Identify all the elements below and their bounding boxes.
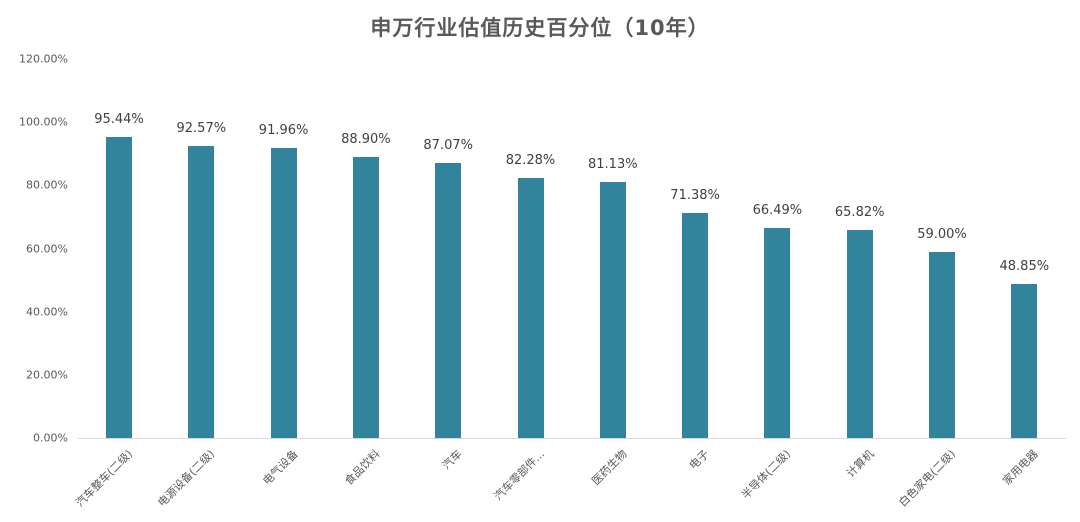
data-label: 88.90% (341, 132, 391, 148)
x-axis-line (78, 438, 1066, 439)
bar (764, 228, 791, 438)
x-tick-label: 电子 (686, 447, 712, 473)
data-label: 66.49% (752, 203, 803, 218)
x-tick-label: 医药生物 (589, 447, 630, 488)
x-tick-label: 计算机 (843, 447, 877, 480)
data-label: 87.07% (423, 138, 473, 153)
x-tick-label: 食品饮料 (342, 447, 383, 488)
bar (517, 178, 544, 438)
x-tick-label: 汽车 (440, 447, 465, 473)
bar (846, 230, 873, 438)
x-tick-label: 家用电器 (1000, 447, 1041, 488)
bar (1011, 283, 1038, 438)
x-tick-label: 半导体(二级) (739, 447, 794, 502)
y-tick-label: 100.00% (19, 115, 68, 129)
data-label: 71.38% (670, 187, 720, 203)
bar (106, 136, 132, 438)
data-label: 82.28% (505, 153, 556, 169)
data-label: 59.00% (917, 226, 967, 242)
chart-title: 申万行业估值历史百分位（10年） (370, 16, 710, 40)
x-tick-label: 汽车零部件... (491, 447, 547, 503)
x-tick-label: 白色家电(二级) (896, 447, 959, 510)
y-tick-label: 0.00% (33, 431, 68, 445)
data-label: 92.57% (176, 120, 227, 136)
y-tick-label: 80.00% (26, 178, 68, 192)
y-tick-label: 20.00% (26, 368, 68, 382)
x-tick-label: 电气设备 (259, 447, 301, 488)
bar (435, 163, 462, 438)
bar (352, 157, 379, 438)
bar (682, 212, 709, 438)
data-label: 48.85% (999, 258, 1050, 274)
data-label: 95.44% (94, 111, 144, 127)
y-tick-label: 40.00% (26, 305, 68, 319)
x-tick-label: 汽车整车(二级) (73, 447, 136, 510)
data-label: 91.96% (258, 122, 309, 138)
bar (270, 147, 297, 438)
bar (188, 145, 215, 438)
bar (599, 181, 626, 438)
y-tick-label: 60.00% (26, 242, 68, 255)
y-tick-label: 120.00% (19, 52, 68, 66)
data-label: 81.13% (588, 156, 638, 172)
data-label: 65.82% (834, 205, 885, 221)
x-tick-label: 电源设备(二级) (155, 447, 218, 510)
bar (929, 251, 955, 438)
